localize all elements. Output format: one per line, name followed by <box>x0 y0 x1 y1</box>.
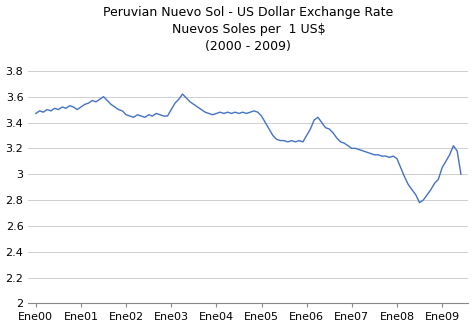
Title: Peruvian Nuevo Sol - US Dollar Exchange Rate
Nuevos Soles per  1 US$
(2000 - 200: Peruvian Nuevo Sol - US Dollar Exchange … <box>103 6 393 52</box>
